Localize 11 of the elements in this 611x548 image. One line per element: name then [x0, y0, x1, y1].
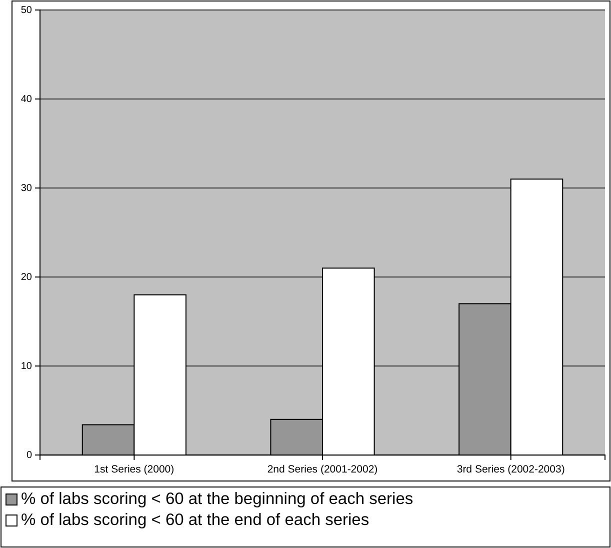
y-tick-label: 30	[20, 183, 32, 194]
x-tick-label: 1st Series (2000)	[94, 463, 174, 476]
y-tick-label: 20	[20, 272, 32, 284]
y-tick-label: 10	[20, 361, 32, 372]
x-tick-label: 3rd Series (2002-2003)	[456, 463, 565, 476]
legend-label: % of labs scoring < 60 at the end of each series	[21, 511, 370, 529]
y-tick-label: 40	[20, 94, 32, 106]
y-tick-label: 0	[26, 450, 32, 462]
legend-label: % of labs scoring < 60 at the beginning of each series	[21, 490, 414, 508]
x-tick-label: 2nd Series (2001-2002)	[267, 463, 378, 476]
y-tick-label: 50	[20, 5, 32, 16]
